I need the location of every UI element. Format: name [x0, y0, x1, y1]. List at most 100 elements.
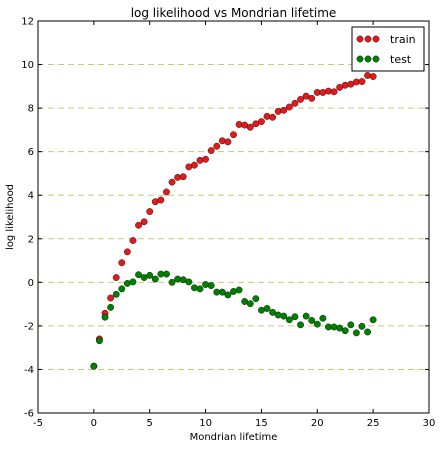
test-point: [90, 362, 98, 370]
train-point: [190, 161, 198, 169]
train-point: [218, 137, 226, 145]
test-point: [274, 311, 282, 319]
train-point: [140, 218, 148, 226]
x-axis-label: Mondrian lifetime: [190, 432, 278, 443]
test-point: [135, 271, 142, 279]
test-point: [347, 321, 355, 329]
x-tick-label: 25: [367, 418, 380, 429]
train-point: [179, 173, 187, 181]
test-point: [291, 313, 299, 321]
y-tick-label: 0: [28, 278, 34, 289]
y-tick-label: 8: [28, 104, 34, 115]
train-point: [135, 221, 142, 229]
test-point: [151, 275, 159, 283]
y-tick-label: 6: [28, 147, 34, 158]
train-point: [230, 131, 237, 139]
train-point: [235, 121, 243, 128]
test-point: [369, 316, 377, 324]
grid-lines: [38, 64, 429, 370]
train-point: [269, 113, 276, 121]
y-axis-label: log likelihood: [5, 184, 16, 250]
test-point: [218, 288, 226, 296]
test-point: [280, 312, 288, 320]
test-point: [96, 337, 103, 345]
test-point: [313, 320, 321, 328]
test-point: [358, 322, 366, 330]
x-tick-label: -5: [33, 418, 43, 429]
train-point: [123, 248, 131, 256]
test-point: [230, 288, 237, 295]
test-point: [308, 317, 316, 324]
x-tick-label: 20: [311, 418, 324, 429]
test-point: [352, 329, 360, 337]
train-point: [112, 274, 120, 281]
test-point: [101, 313, 109, 321]
test-point: [263, 305, 271, 312]
train-point: [157, 196, 165, 204]
test-point: [163, 270, 170, 278]
test-point: [202, 281, 209, 288]
legend-label: test: [390, 53, 412, 66]
axis-ticks: -5 0 5 10 15 20 25 30 -6 -4 -2 0 2 4 6 8 10 12: [21, 17, 435, 430]
test-point: [196, 285, 204, 293]
y-tick-label: -6: [24, 409, 34, 420]
legend-marker: [372, 55, 380, 63]
series-test: [90, 270, 377, 370]
test-point: [185, 278, 193, 286]
train-point: [213, 142, 221, 150]
test-point: [297, 321, 304, 329]
y-tick-label: 2: [28, 234, 34, 245]
train-point: [297, 96, 304, 103]
x-tick-label: 5: [147, 418, 153, 429]
legend-label: train: [390, 33, 416, 46]
train-point: [280, 106, 288, 114]
x-tick-label: 30: [423, 418, 436, 429]
train-point: [285, 103, 293, 111]
test-point: [168, 278, 176, 286]
legend-marker: [356, 55, 364, 63]
plot-area: [38, 21, 429, 413]
test-point: [235, 286, 243, 294]
train-point: [274, 107, 282, 115]
train-point: [263, 112, 271, 120]
test-point: [252, 295, 260, 303]
train-point: [118, 259, 126, 267]
train-point: [258, 118, 265, 126]
test-point: [190, 284, 198, 292]
legend: train test: [351, 26, 425, 72]
test-point: [336, 324, 344, 332]
train-point: [369, 73, 377, 80]
train-point: [319, 89, 327, 96]
train-point: [224, 138, 232, 146]
test-point: [146, 271, 154, 279]
test-point: [285, 316, 293, 324]
chart-title: log likelihood vs Mondrian lifetime: [131, 6, 337, 20]
train-point: [330, 88, 338, 96]
train-point: [129, 237, 137, 244]
train-point: [341, 81, 349, 89]
train-point: [308, 94, 316, 102]
legend-box: [351, 26, 425, 72]
legend-marker: [364, 55, 372, 63]
train-point: [146, 208, 154, 215]
test-point: [246, 300, 254, 308]
test-point: [341, 327, 349, 335]
test-point: [129, 278, 137, 286]
test-point: [123, 280, 131, 287]
data-series: [90, 72, 377, 370]
train-point: [163, 188, 170, 196]
x-tick-label: 15: [255, 418, 268, 429]
train-point: [358, 78, 366, 85]
y-tick-label: -4: [24, 365, 34, 376]
train-point: [364, 72, 371, 79]
test-point: [330, 323, 338, 331]
test-point: [207, 282, 215, 289]
test-point: [174, 275, 182, 283]
y-tick-label: 4: [28, 191, 34, 202]
x-tick-label: 0: [91, 418, 97, 429]
legend-marker: [372, 35, 380, 43]
test-point: [269, 308, 276, 316]
train-point: [207, 147, 215, 154]
y-tick-label: -2: [24, 321, 34, 332]
